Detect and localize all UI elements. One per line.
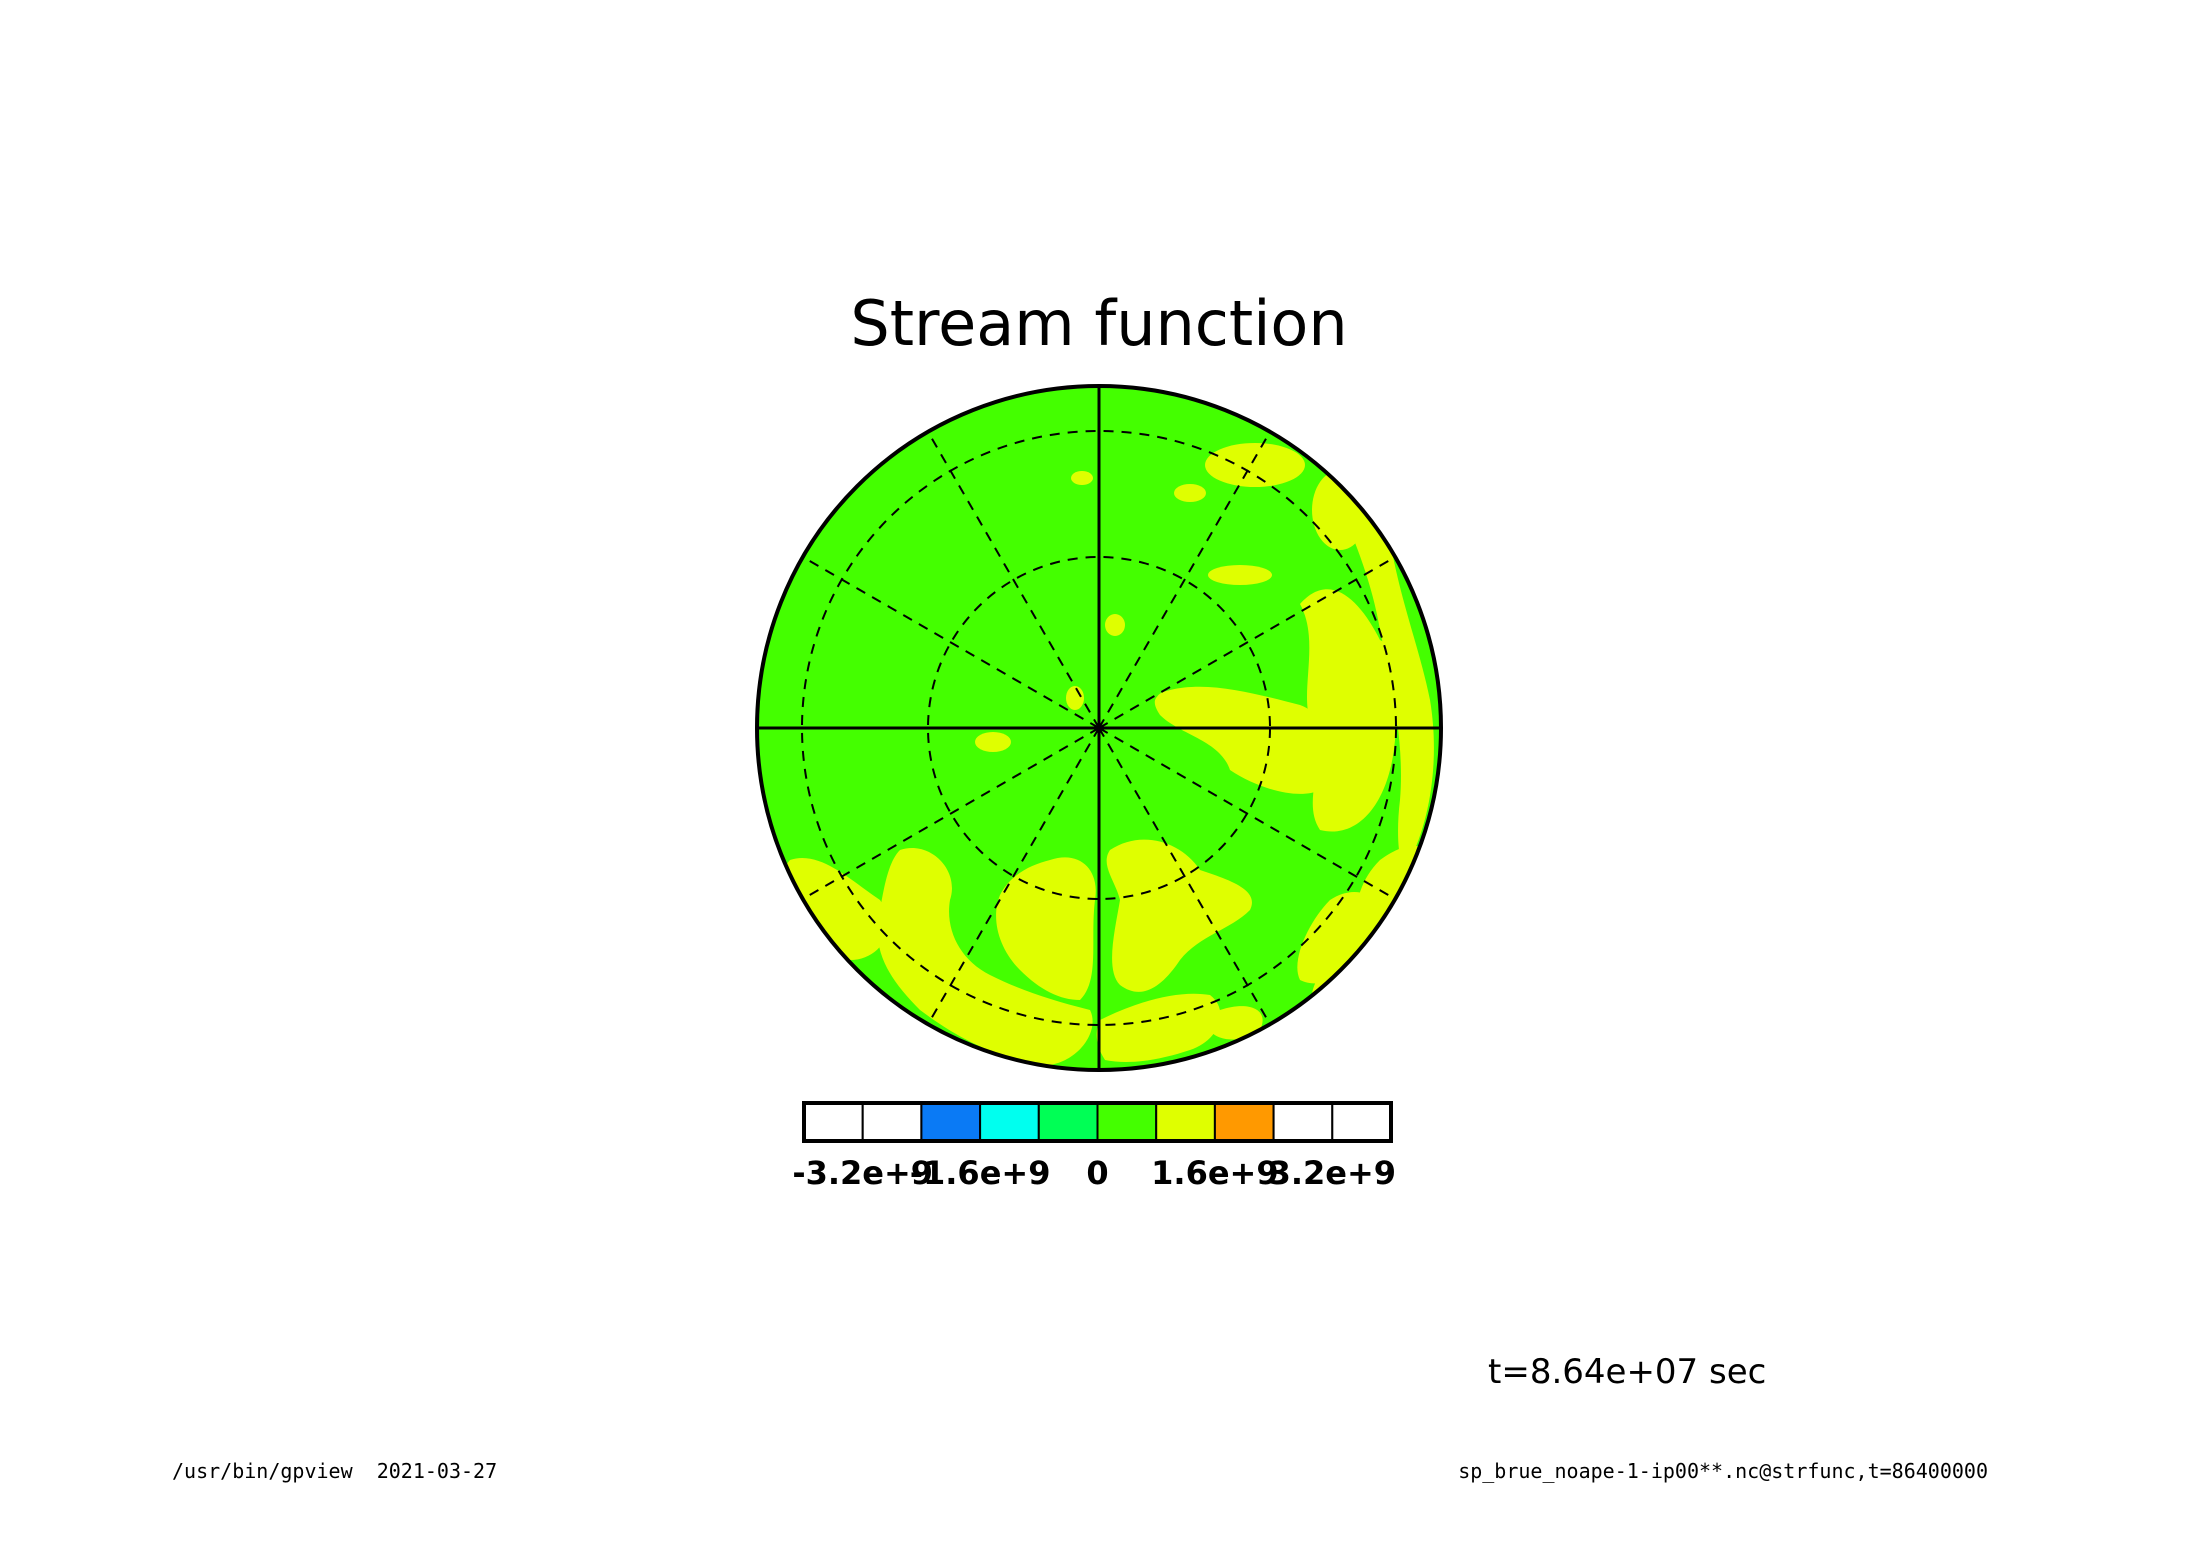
contour-region <box>975 732 1011 752</box>
contour-region <box>1209 1006 1263 1040</box>
colorbar-cell <box>861 1102 923 1142</box>
time-label: t=8.64e+07 sec <box>1488 1352 1766 1392</box>
contour-region <box>877 848 1093 1065</box>
colorbar-tick-label: 3.2e+9 <box>1269 1154 1396 1192</box>
colorbar-cell <box>920 1102 982 1142</box>
contour-region <box>782 858 889 960</box>
meridian-lines <box>757 386 1441 1070</box>
colorbar-tick-label: -3.2e+9 <box>792 1154 933 1192</box>
contour-region <box>1071 471 1093 485</box>
colorbar-cell <box>1037 1102 1099 1142</box>
meridian-line <box>927 727 1100 1025</box>
colorbar-cell <box>1155 1102 1216 1142</box>
colorbar-cell <box>1331 1102 1393 1142</box>
colorbar-cell <box>979 1102 1040 1142</box>
colorbar-tick-label: -1.6e+9 <box>910 1154 1051 1192</box>
contour-region <box>1096 993 1221 1062</box>
contour-region <box>996 857 1096 1000</box>
meridian-line <box>802 727 1100 900</box>
contour-region <box>1205 443 1305 487</box>
contour-region <box>1066 686 1084 710</box>
footer-left: /usr/bin/gpview 2021-03-27 <box>172 1459 497 1483</box>
colorbar-cell <box>1096 1102 1158 1142</box>
meridian-line <box>1098 727 1271 1025</box>
colorbar-tick-label: 0 <box>1086 1154 1108 1192</box>
chart-title: Stream function <box>850 287 1347 360</box>
contour-region <box>1105 614 1125 636</box>
contour-region <box>1312 470 1368 550</box>
colorbar: -3.2e+9-1.6e+9 0 1.6e+93.2e+9 <box>792 1101 1396 1192</box>
contour-region <box>1174 484 1206 502</box>
meridian-line <box>1098 431 1271 729</box>
contour-region <box>1330 478 1434 866</box>
colorbar-cell <box>803 1102 864 1142</box>
colorbar-tick-label: 1.6e+9 <box>1151 1154 1278 1192</box>
contour-region <box>1157 690 1193 706</box>
contour-region <box>1208 565 1272 585</box>
contour-region <box>1106 839 1252 992</box>
footer-right: sp_brue_noape-1-ip00**.nc@strfunc,t=8640… <box>1458 1459 1988 1483</box>
colorbar-cell <box>1272 1102 1334 1142</box>
meridian-line <box>1098 727 1396 900</box>
colorbar-cell <box>1213 1102 1275 1142</box>
meridian-line <box>1098 556 1396 729</box>
contour-region <box>1154 686 1326 794</box>
polar-map <box>755 384 1443 1072</box>
contour-region <box>1300 589 1405 832</box>
meridian-line <box>802 556 1100 729</box>
meridian-line <box>927 431 1100 729</box>
colorbar-frame <box>802 1101 1393 1143</box>
